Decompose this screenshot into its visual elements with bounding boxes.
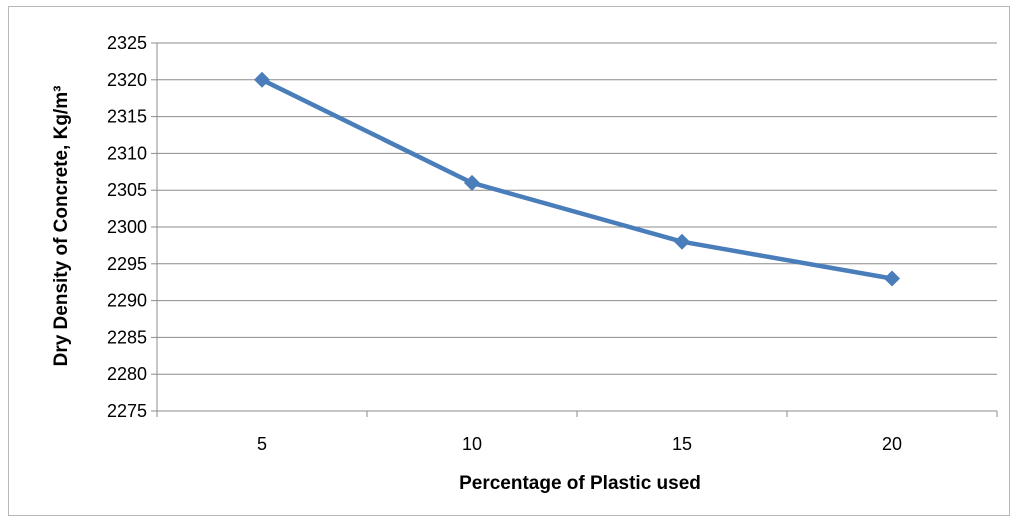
y-tick-label: 2310 [107,143,147,163]
data-point-marker [884,270,900,287]
y-tick-label: 2295 [107,254,147,274]
series-line [261,77,893,281]
x-tick-label: 15 [672,434,692,454]
y-tick-label: 2315 [107,107,147,127]
x-tick-labels: 5 10 15 20 [257,434,902,454]
y-tick-label: 2290 [107,291,147,311]
y-tick-label: 2325 [107,33,147,53]
y-tick-label: 2305 [107,180,147,200]
gridlines [157,42,997,375]
x-tick-label: 5 [257,434,267,454]
y-tick-label: 2275 [107,401,147,421]
y-tick-label: 2320 [107,70,147,90]
data-point-marker [674,233,690,250]
chart-frame [8,6,1010,516]
x-tick-label: 20 [882,434,902,454]
data-point-marker [464,174,480,191]
y-tick-label: 2285 [107,327,147,347]
y-axis-title: Dry Density of Concrete, Kg/m³ [51,86,72,367]
y-tick-labels: 2275 2280 2285 2290 2295 2300 2305 2310 2315 2320… [107,33,147,421]
y-tick-label: 2280 [107,364,147,384]
series [254,71,900,287]
x-tick-label: 10 [462,434,482,454]
data-point-marker [254,71,270,88]
x-axis-title: Percentage of Plastic used [459,473,701,494]
y-tick-label: 2300 [107,217,147,237]
axes [151,42,998,417]
